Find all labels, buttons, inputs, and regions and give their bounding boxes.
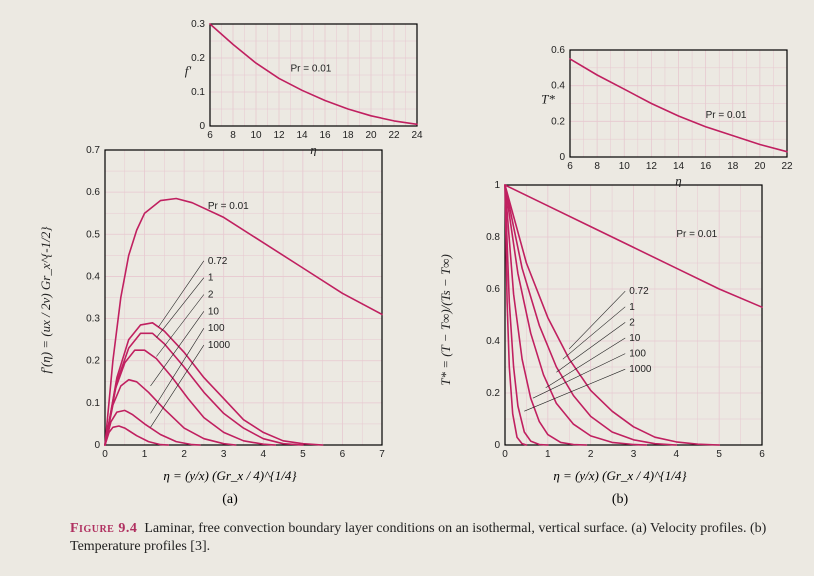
svg-text:2: 2 [181,449,187,460]
svg-text:0.3: 0.3 [86,314,100,325]
svg-text:5: 5 [716,449,722,460]
svg-text:0.2: 0.2 [486,388,500,399]
svg-text:2: 2 [208,290,214,301]
panel-b-ylabel: T* = (T − T∞)/(Ts − T∞) [432,190,468,450]
svg-text:6: 6 [340,449,346,460]
svg-text:1: 1 [208,273,214,284]
svg-text:1000: 1000 [208,340,231,351]
svg-text:0: 0 [199,121,205,132]
svg-text:1000: 1000 [629,364,652,375]
svg-text:100: 100 [629,349,646,360]
svg-text:4: 4 [674,449,680,460]
svg-text:3: 3 [631,449,637,460]
svg-text:0.4: 0.4 [551,81,565,92]
svg-text:24: 24 [411,130,423,141]
figure-number: Figure 9.4 [70,521,137,536]
svg-text:0.2: 0.2 [86,356,100,367]
panel-a-ylabel: f'(η) = (ux / 2ν) Gr_x^{-1/2} [32,170,68,430]
svg-text:T*: T* [541,92,555,107]
svg-text:0.6: 0.6 [86,187,100,198]
svg-text:18: 18 [342,130,354,141]
svg-text:8: 8 [594,161,600,172]
svg-text:0.8: 0.8 [486,232,500,243]
svg-text:16: 16 [700,161,712,172]
svg-text:0.6: 0.6 [486,284,500,295]
svg-text:22: 22 [781,161,793,172]
svg-text:2: 2 [588,449,594,460]
panel-b-inset: 6 8 10 12 14 16 18 20 22 0 0.2 0.4 0.6 Pr = 0.01 η T* [535,42,795,187]
svg-text:0.5: 0.5 [86,229,100,240]
svg-text:0.2: 0.2 [551,116,565,127]
svg-text:10: 10 [629,333,641,344]
svg-text:0: 0 [94,440,100,451]
svg-text:T* = (T − T∞)/(Ts − T∞): T* = (T − T∞)/(Ts − T∞) [438,254,453,386]
svg-text:22: 22 [388,130,400,141]
svg-text:0.2: 0.2 [191,53,205,64]
svg-text:12: 12 [273,130,285,141]
svg-text:0.4: 0.4 [86,271,100,282]
panel-a-sublabel: (a) [70,490,390,508]
svg-text:8: 8 [230,130,236,141]
svg-text:7: 7 [379,449,385,460]
svg-text:4: 4 [261,449,267,460]
svg-text:0.72: 0.72 [208,256,228,267]
svg-text:0.72: 0.72 [629,286,649,297]
svg-text:f': f' [185,63,192,78]
svg-text:0.6: 0.6 [551,45,565,56]
panel-b-sublabel: (b) [470,490,770,508]
panel-a-inset: 6 8 10 12 14 16 18 20 22 24 0 0.1 0.2 0.3 Pr = 0.01 η f' [175,16,425,156]
svg-text:6: 6 [207,130,213,141]
svg-text:1: 1 [494,180,500,191]
panel-b-xlabel: η = (y/x) (Gr_x / 4)^{1/4} [470,468,770,484]
svg-text:5: 5 [300,449,306,460]
svg-text:0: 0 [102,449,108,460]
caption-text: Laminar, free convection boundary layer … [70,521,766,554]
svg-text:0.3: 0.3 [191,19,205,30]
svg-text:0.1: 0.1 [86,398,100,409]
svg-text:20: 20 [754,161,766,172]
svg-text:10: 10 [250,130,262,141]
svg-text:2: 2 [629,317,635,328]
svg-text:14: 14 [296,130,308,141]
svg-text:1: 1 [142,449,148,460]
svg-text:Pr = 0.01: Pr = 0.01 [706,110,747,121]
svg-text:3: 3 [221,449,227,460]
svg-text:14: 14 [673,161,685,172]
svg-text:10: 10 [619,161,631,172]
panel-a: 0 1 2 3 4 5 6 7 0 0.1 0.2 0.3 0.4 0.5 0.6 0.7 Pr = 0.01 0… [70,145,390,475]
svg-text:0: 0 [502,449,508,460]
svg-text:0: 0 [559,152,565,163]
panel-b: 0 1 2 3 4 5 6 0 0.2 0.4 0.6 0.8 1 Pr = 0.01 0.72 1 2 10 10… [470,180,770,475]
svg-text:Pr = 0.01: Pr = 0.01 [676,229,717,240]
svg-text:η: η [310,142,316,156]
svg-text:Pr = 0.01: Pr = 0.01 [208,201,249,212]
svg-text:12: 12 [646,161,658,172]
svg-text:0.7: 0.7 [86,145,100,156]
svg-text:0: 0 [494,440,500,451]
svg-text:6: 6 [567,161,573,172]
svg-text:6: 6 [759,449,765,460]
svg-text:10: 10 [208,306,220,317]
svg-text:Pr = 0.01: Pr = 0.01 [291,64,332,75]
svg-text:1: 1 [545,449,551,460]
svg-text:0.4: 0.4 [486,336,500,347]
svg-text:18: 18 [727,161,739,172]
svg-text:16: 16 [319,130,331,141]
svg-text:f'(η) = (ux / 2ν) Gr_x^{-1/2}: f'(η) = (ux / 2ν) Gr_x^{-1/2} [38,226,53,374]
svg-text:100: 100 [208,323,225,334]
svg-text:20: 20 [365,130,377,141]
svg-text:η: η [675,173,681,187]
svg-text:1: 1 [629,302,635,313]
figure-caption: Figure 9.4 Laminar, free convection boun… [70,520,770,555]
panel-a-xlabel: η = (y/x) (Gr_x / 4)^{1/4} [70,468,390,484]
svg-text:0.1: 0.1 [191,87,205,98]
